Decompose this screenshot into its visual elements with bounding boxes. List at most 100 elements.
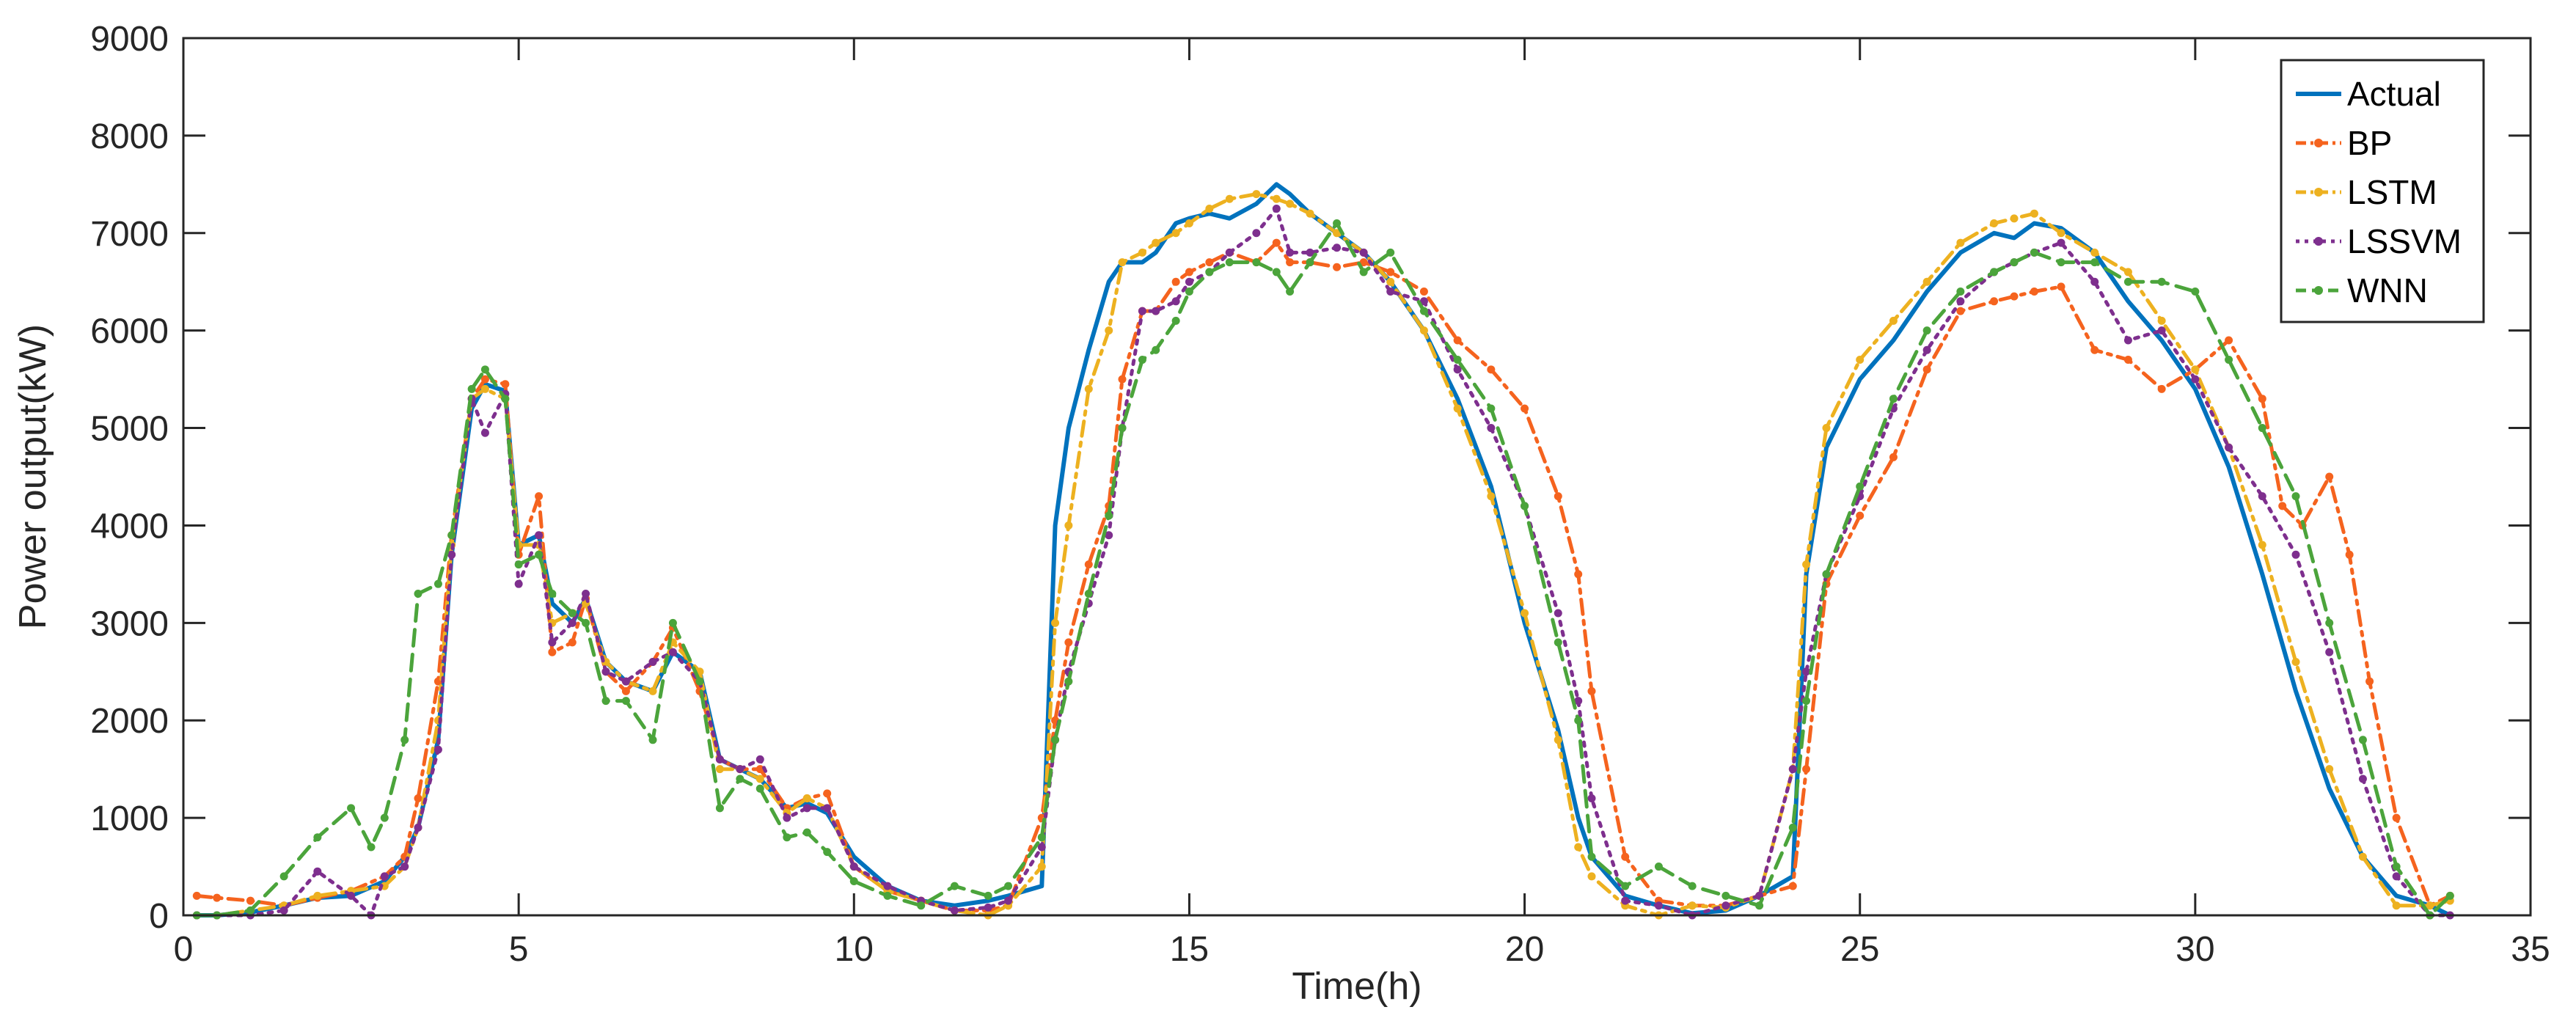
- data-point-lssvm: [1554, 609, 1562, 618]
- data-point-lstm: [1051, 618, 1060, 627]
- data-point-lstm: [1225, 194, 1234, 203]
- data-point-wnn: [950, 882, 959, 890]
- data-point-lstm: [1889, 316, 1898, 325]
- data-point-wnn: [447, 531, 456, 540]
- data-point-lstm: [1185, 219, 1193, 227]
- y-tick-label: 1000: [90, 799, 169, 838]
- data-point-lssvm: [2291, 550, 2300, 559]
- legend-label-lstm: LSTM: [2347, 173, 2437, 211]
- data-point-wnn: [883, 891, 892, 900]
- x-tick-label: 15: [1170, 930, 1209, 969]
- data-point-lstm: [1688, 901, 1697, 910]
- data-point-wnn: [514, 560, 523, 569]
- data-point-lssvm: [668, 648, 677, 656]
- data-point-lstm: [1453, 404, 1462, 413]
- data-point-bp: [2278, 502, 2287, 510]
- data-point-lssvm: [1272, 205, 1281, 213]
- y-tick-label: 6000: [90, 312, 169, 351]
- data-point-wnn: [467, 384, 476, 393]
- plot-frame: [182, 37, 2532, 917]
- data-point-bp: [1574, 570, 1583, 579]
- data-point-bp: [1205, 258, 1214, 267]
- data-point-lstm: [1064, 521, 1073, 530]
- legend-marker-wnn: [2314, 286, 2323, 295]
- legend-marker-bp: [2314, 139, 2323, 147]
- data-point-wnn: [2090, 258, 2099, 267]
- legend: Actual BP LSTM LSSVM WNN: [2280, 59, 2485, 323]
- legend-item-wnn: WNN: [2296, 271, 2428, 310]
- data-point-lstm: [2090, 248, 2099, 257]
- data-point-lstm: [1037, 863, 1046, 871]
- y-tick-label: 2000: [90, 702, 169, 741]
- data-point-wnn: [1272, 268, 1281, 277]
- y-axis-title: Power output(kW): [12, 324, 54, 629]
- data-point-lssvm: [984, 903, 992, 912]
- x-tick-label: 0: [174, 930, 194, 969]
- data-point-wnn: [802, 828, 811, 837]
- data-point-wnn: [648, 736, 657, 744]
- data-point-lstm: [2123, 268, 2132, 277]
- data-point-lssvm: [715, 755, 724, 764]
- data-point-bp: [1788, 882, 1797, 890]
- data-point-wnn: [1138, 356, 1146, 365]
- data-point-lssvm: [2057, 238, 2065, 247]
- legend-label-actual: Actual: [2347, 75, 2441, 113]
- legend-label-lssvm: LSSVM: [2347, 222, 2462, 260]
- data-point-lssvm: [1004, 896, 1013, 905]
- data-point-wnn: [1306, 258, 1314, 267]
- data-point-lssvm: [1152, 307, 1160, 315]
- data-point-lstm: [1922, 277, 1931, 286]
- data-point-bp: [1990, 297, 1999, 306]
- legend-item-bp: BP: [2296, 124, 2392, 162]
- data-point-wnn: [313, 833, 322, 842]
- data-point-lssvm: [1105, 531, 1113, 540]
- data-point-wnn: [1225, 258, 1234, 267]
- data-point-lssvm: [414, 823, 422, 832]
- data-point-wnn: [1386, 248, 1395, 257]
- data-point-lstm: [1574, 843, 1583, 852]
- data-point-lssvm: [548, 638, 557, 647]
- data-point-bp: [1521, 404, 1529, 413]
- data-point-bp: [1359, 258, 1368, 267]
- data-point-lstm: [480, 384, 489, 393]
- data-point-wnn: [917, 901, 926, 910]
- data-point-wnn: [1205, 268, 1214, 277]
- data-point-wnn: [2225, 356, 2233, 365]
- data-point-lssvm: [648, 657, 657, 666]
- data-point-lssvm: [400, 863, 409, 871]
- data-point-bp: [2123, 356, 2132, 365]
- data-point-wnn: [849, 876, 858, 885]
- data-point-lssvm: [849, 863, 858, 871]
- x-axis-title: Time(h): [1292, 965, 1421, 1008]
- y-tick-label: 0: [149, 897, 169, 936]
- data-point-lssvm: [1587, 794, 1596, 803]
- data-point-bp: [1922, 365, 1931, 374]
- data-point-lstm: [2291, 657, 2300, 666]
- data-point-lssvm: [1487, 424, 1496, 433]
- data-point-bp: [1272, 238, 1281, 247]
- legend-item-lstm: LSTM: [2296, 173, 2437, 211]
- data-point-wnn: [1185, 288, 1193, 296]
- data-point-lstm: [2191, 365, 2200, 374]
- data-point-wnn: [367, 843, 376, 852]
- data-point-wnn: [1453, 356, 1462, 365]
- data-point-lstm: [2057, 229, 2065, 238]
- data-point-lstm: [2010, 214, 2019, 223]
- data-point-lstm: [1286, 199, 1295, 208]
- x-tick-label: 30: [2176, 930, 2214, 969]
- data-point-lssvm: [736, 765, 744, 774]
- data-point-wnn: [1051, 736, 1060, 744]
- data-point-lssvm: [883, 882, 892, 890]
- data-point-wnn: [2291, 492, 2300, 501]
- data-point-bp: [501, 380, 510, 389]
- series-layer: [192, 182, 2454, 920]
- data-point-bp: [1554, 492, 1562, 501]
- data-point-lstm: [1802, 560, 1811, 569]
- data-point-lssvm: [2157, 326, 2166, 335]
- data-point-bp: [2225, 336, 2233, 345]
- data-point-lstm: [648, 686, 657, 695]
- data-point-bp: [548, 648, 557, 656]
- data-point-wnn: [1721, 891, 1730, 900]
- data-point-bp: [535, 492, 544, 501]
- data-point-lssvm: [347, 891, 356, 900]
